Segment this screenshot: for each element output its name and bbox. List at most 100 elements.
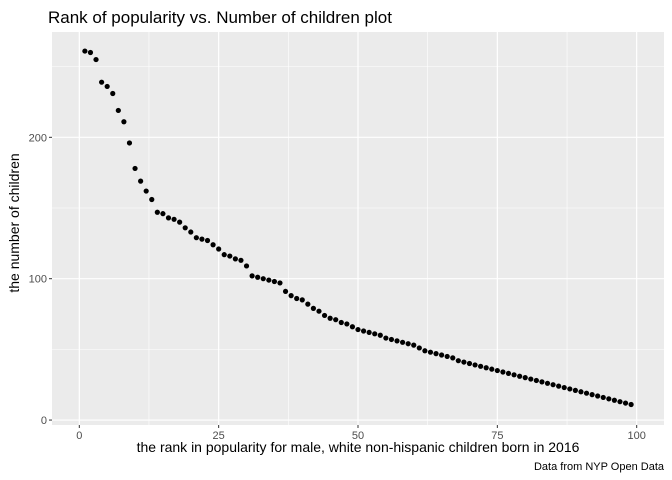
data-point [399,339,406,345]
data-point [87,49,94,56]
x-tick-label: 25 [213,430,225,442]
data-point [305,301,311,307]
y-tick-label: 0 [41,415,47,427]
data-point [338,319,344,326]
data-point [321,312,328,319]
data-point [193,235,199,241]
data-point [199,236,205,242]
data-point [282,288,289,295]
data-point [511,372,517,378]
data-point [483,365,489,371]
data-point [572,387,578,393]
data-point [154,209,160,215]
data-point [578,389,584,395]
data-point [595,393,601,399]
data-point [611,397,617,403]
data-point [600,394,606,401]
data-point [143,188,149,194]
data-point [82,48,88,54]
data-point [567,386,573,392]
chart-caption: Data from NYP Open Data [534,461,665,473]
data-point [216,246,222,252]
data-point [405,341,411,347]
data-points [82,48,634,408]
data-point [249,273,255,279]
data-point [355,326,361,333]
data-point [243,263,250,269]
data-point [299,297,305,303]
data-point [132,165,138,172]
data-point [466,360,473,367]
data-point [372,331,378,337]
data-point [177,219,183,225]
data-point [277,280,283,286]
x-axis-title: the rank in popularity for male, white n… [137,439,580,455]
data-point [93,56,99,63]
data-point [271,278,277,285]
data-point [522,375,528,381]
data-point [461,359,467,365]
y-axis-title: the number of children [6,153,22,292]
data-point [472,362,478,368]
data-point [450,355,456,361]
x-tick-label: 0 [76,430,82,442]
data-point [544,380,551,386]
x-tick-label: 100 [628,430,646,442]
data-point [238,257,244,263]
data-point [255,274,261,280]
data-point [444,353,450,360]
data-point [494,367,500,374]
data-point [204,237,211,244]
data-point [455,358,461,364]
data-point [394,338,400,344]
data-point [349,324,356,330]
data-point [149,196,155,203]
data-point [99,79,105,85]
data-point [489,366,495,372]
data-point [210,242,216,248]
data-point [294,295,300,302]
data-point [606,396,612,402]
data-point [561,384,567,391]
data-point [260,276,266,282]
data-point [138,178,144,184]
data-point [327,315,333,321]
data-point [539,379,545,385]
data-point [427,349,434,355]
data-point [182,225,188,231]
y-tick-label: 200 [29,132,47,144]
data-point [221,252,227,258]
data-point [160,211,166,217]
data-point [583,390,590,396]
data-point [115,107,121,114]
data-point [344,321,350,327]
data-point [388,336,395,343]
data-point [366,329,372,336]
data-point [377,332,383,338]
x-tick-label: 50 [352,430,364,442]
data-point [433,351,439,357]
data-point [556,383,562,389]
data-point [550,382,556,388]
data-point [110,90,116,97]
data-point [310,305,317,311]
y-tick-label: 100 [29,274,47,286]
data-point [478,363,484,369]
data-point [232,256,238,262]
data-point [266,277,272,283]
axis-ticks: 0 25 50 75 100 0 100 200 [29,132,646,442]
data-point [628,401,634,408]
plot-panel [52,32,664,425]
data-point [505,370,512,377]
data-point [360,328,367,334]
data-point [416,345,422,351]
data-point [121,119,127,125]
data-point [126,140,133,146]
data-point [517,373,523,379]
data-point [439,352,445,358]
data-point [533,377,539,384]
chart-title: Rank of popularity vs. Number of childre… [48,8,392,27]
data-point [227,253,233,259]
data-point [500,369,506,375]
